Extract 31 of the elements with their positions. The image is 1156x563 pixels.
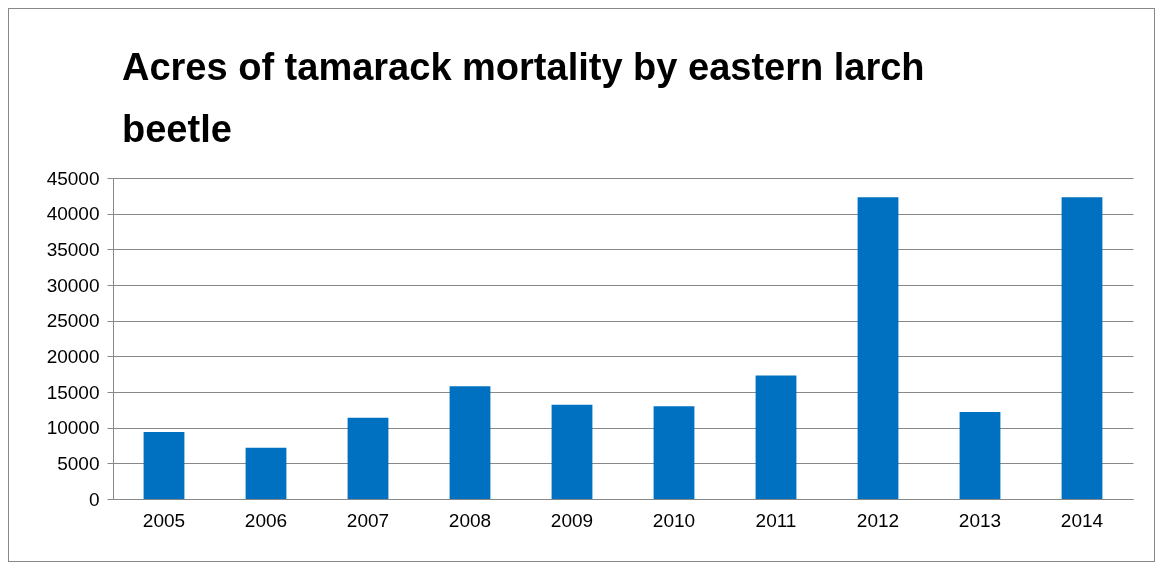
y-tick-label: 0 xyxy=(88,488,100,510)
x-tick-label: 2012 xyxy=(856,509,900,531)
x-tick-label: 2005 xyxy=(142,509,186,531)
y-tick-label: 35000 xyxy=(46,238,100,260)
x-tick-label: 2008 xyxy=(448,509,492,531)
x-tick-label: 2009 xyxy=(550,509,594,531)
chart-title: Acres of tamarack mortality by eastern larch beetle xyxy=(122,45,926,152)
x-tick-label: 2006 xyxy=(244,509,288,531)
x-tick-label: 2007 xyxy=(346,509,390,531)
y-tick-label: 30000 xyxy=(46,274,100,296)
bar xyxy=(347,417,389,499)
y-tick-label: 15000 xyxy=(46,381,100,403)
y-tick-label: 40000 xyxy=(46,203,100,225)
bar xyxy=(143,431,185,499)
bar xyxy=(1061,197,1103,499)
bar xyxy=(959,411,1001,499)
x-tick-label: 2010 xyxy=(652,509,696,531)
y-tick-label: 20000 xyxy=(46,345,100,367)
x-tick-label: 2013 xyxy=(958,509,1002,531)
bar xyxy=(653,406,695,499)
y-tick-label: 10000 xyxy=(46,417,100,439)
x-tick-label: 2011 xyxy=(755,509,797,531)
x-tick-label: 2014 xyxy=(1060,509,1104,531)
y-tick-label: 45000 xyxy=(46,167,100,189)
bar xyxy=(245,447,287,499)
bar xyxy=(551,404,593,499)
y-tick-label: 5000 xyxy=(57,452,100,474)
bar xyxy=(857,197,899,499)
y-tick-label: 25000 xyxy=(46,310,100,332)
bar xyxy=(449,386,491,499)
bar xyxy=(755,375,797,499)
